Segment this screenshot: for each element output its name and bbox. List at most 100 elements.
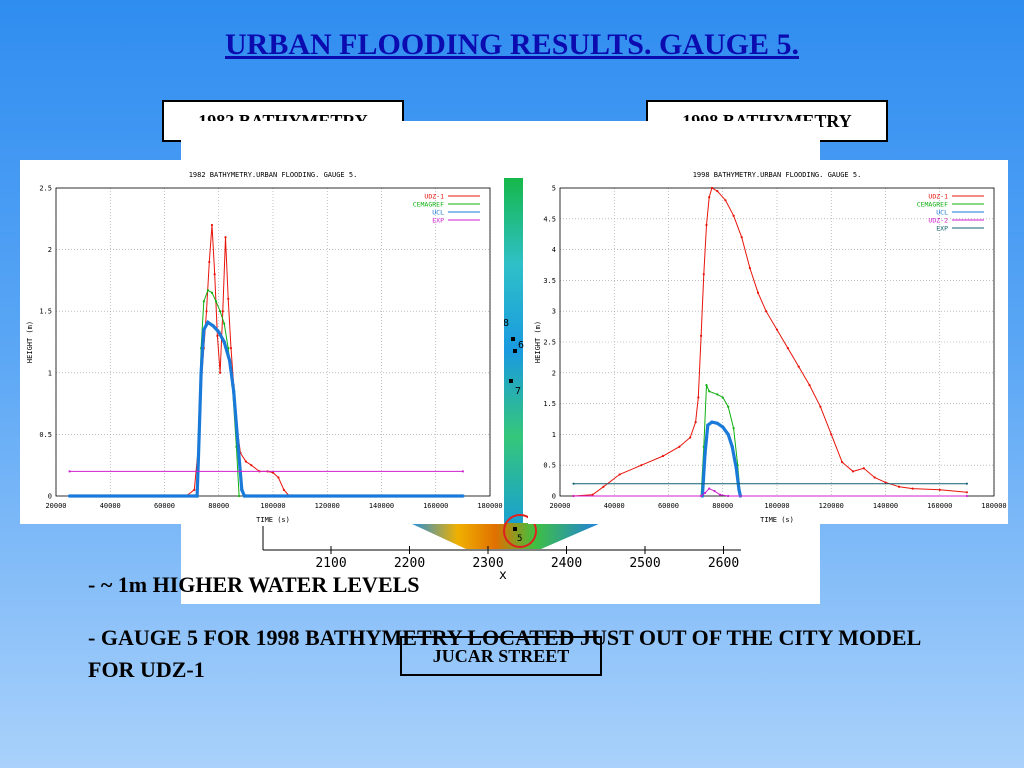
chart2-x-tick-label: 40000 (604, 502, 625, 510)
chart2-series-cemagref-point (705, 384, 708, 387)
gauge-number-5: 5 (517, 534, 522, 544)
chart1-x-tick-label: 140000 (369, 502, 394, 510)
chart2-series-udz-1-point (702, 273, 705, 276)
chart1-series-udz-1-point (221, 310, 224, 313)
chart2-series-udz-1-point (765, 310, 768, 313)
chart2-series-udz-1-point (705, 223, 708, 227)
chart1-y-tick-label: 0.5 (39, 431, 52, 439)
chart1-series-ucl-point (232, 389, 236, 393)
chart2-series-ucl-point (737, 488, 741, 492)
chart2-series-udz-1-point (591, 493, 594, 496)
chart2-y-axis-label: HEIGHT (m) (534, 321, 542, 363)
bullet-1: - ~ 1m HIGHER WATER LEVELS (88, 572, 420, 598)
chart2-series-udz-2-point (727, 494, 730, 498)
chart2-series-udz-1-point (911, 487, 914, 490)
chart2-series-udz-1-point (897, 485, 901, 488)
chart1-series-ucl-point (228, 358, 232, 363)
gauge-number-7: 7 (515, 386, 521, 397)
chart2-series-udz-1-point (697, 396, 700, 399)
chart2-series-udz-1-point (862, 467, 865, 470)
chart1-title: 1982 BATHYMETRY.URBAN FLOODING. GAUGE 5. (189, 171, 358, 179)
chart1-series-ucl-point (240, 488, 244, 492)
chart1-y-tick-label: 2.5 (39, 185, 52, 193)
chart2-y-tick-label: 3.5 (543, 277, 556, 285)
chart1-series-exp-point (68, 470, 71, 473)
map-axis-label: x (499, 568, 507, 583)
chart1-series-cemagref-point (214, 300, 218, 303)
chart2-series-udz-1-point (775, 328, 779, 331)
chart2-series-udz-1-point (851, 470, 855, 473)
map-x-tick-label: 2200 (394, 556, 425, 571)
chart2-series-ucl-point (730, 445, 734, 449)
gauge-number-8: 8 (503, 318, 509, 329)
chart2-legend-udz-1-label: UDZ-1 (928, 193, 948, 201)
gauge-marker-5 (513, 527, 517, 531)
chart1-series-udz-1-point (229, 347, 233, 350)
chart2-x-axis-label: TIME (s) (760, 516, 794, 524)
chart2-series-udz-2-point (708, 487, 711, 490)
chart2-series-udz-2-point (965, 494, 968, 498)
chart1-series-ucl-point (236, 438, 240, 443)
chart2-legend-udz-2-label: UDZ-2 (928, 217, 948, 225)
chart1-series-udz-1-point (277, 476, 280, 479)
chart1-x-tick-label: 20000 (45, 502, 66, 510)
chart2-title: 1998 BATHYMETRY.URBAN FLOODING. GAUGE 5. (693, 171, 862, 179)
chart2-series-udz-1-point (724, 199, 727, 202)
chart2-series-udz-2-point (704, 491, 707, 495)
chart1-legend-udz-1-label: UDZ-1 (424, 193, 444, 201)
chart2-series-cemagref-point (727, 405, 730, 408)
gauge-number-6: 6 (518, 340, 524, 351)
bullet-1-dash: - (88, 572, 101, 597)
chart1-series-cemagref-point (219, 310, 222, 313)
chart2-y-tick-label: 0 (552, 493, 556, 501)
chart2-series-cemagref-point (708, 390, 711, 393)
chart1-series-ucl-point (461, 494, 465, 498)
chart2-legend-ucl-label: UCL (936, 209, 948, 217)
chart2-series-udz-1-point (938, 488, 941, 491)
chart2-series-ucl-point (721, 425, 725, 429)
slide-title: URBAN FLOODING RESULTS. GAUGE 5. (225, 28, 799, 61)
chart2-series-udz-1-point (640, 464, 643, 467)
chart2-y-tick-label: 1.5 (543, 400, 556, 408)
chart1-series-ucl-point (202, 328, 206, 332)
chart2-x-tick-label: 100000 (764, 502, 789, 510)
chart2-series-cemagref-point (732, 427, 735, 430)
chart1-legend-exp-label: EXP (432, 217, 444, 225)
chart1-series-cemagref-point (202, 300, 205, 303)
chart2-series-udz-1-point (716, 189, 719, 193)
chart2-y-tick-label: 3 (552, 308, 556, 316)
chart2-y-tick-label: 2.5 (543, 339, 556, 347)
chart2-series-udz-1-point (678, 445, 681, 448)
chart1-series-ucl-point (242, 494, 247, 498)
chart2-x-tick-label: 140000 (873, 502, 898, 510)
chart2-series-udz-1-point (602, 485, 605, 488)
chart2-series-udz-1-point (965, 491, 968, 494)
chart1-y-tick-label: 1.5 (39, 308, 52, 316)
chart1-series-ucl-point (206, 320, 210, 324)
chart2-series-udz-2-line (573, 487, 967, 497)
chart-1998: 1998 BATHYMETRY.URBAN FLOODING. GAUGE 5.… (528, 160, 1008, 524)
bullet-1-text: ~ 1m HIGHER WATER LEVELS (100, 572, 420, 597)
chart1-x-axis-label: TIME (s) (256, 516, 290, 524)
chart2-series-udz-1-point (699, 334, 703, 337)
chart2-series-udz-1-point (740, 236, 743, 239)
map-x-tick-label: 2100 (315, 556, 346, 571)
chart2-series-udz-1-point (756, 291, 760, 294)
chart1-series-udz-1-point (219, 371, 222, 374)
chart2-series-udz-1-point (797, 365, 800, 368)
chart2-series-udz-1-point (830, 433, 833, 436)
chart1-legend-cemagref-label: CEMAGREF (413, 201, 444, 209)
chart1-x-tick-label: 80000 (208, 502, 229, 510)
chart2-series-udz-1-point (618, 473, 621, 476)
chart1-series-udz-1-point (205, 310, 208, 313)
chart2-series-udz-1-point (786, 347, 789, 350)
chart1-series-udz-1-point (208, 260, 211, 264)
map-x-tick-label: 2400 (551, 556, 582, 571)
chart2-x-tick-label: 160000 (927, 502, 952, 510)
chart2-series-udz-1-point (748, 266, 751, 270)
chart1-series-cemagref-point (223, 322, 226, 325)
chart2-legend-exp-label: EXP (936, 225, 948, 233)
chart1-series-udz-1-point (282, 488, 285, 491)
chart2-series-ucl-point (734, 466, 738, 470)
chart1-x-tick-label: 100000 (260, 502, 285, 510)
